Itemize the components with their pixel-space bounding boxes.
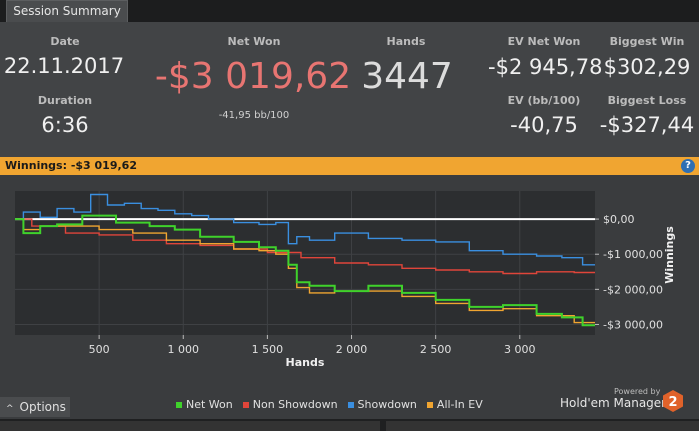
duration-label: Duration xyxy=(37,94,93,107)
hm2-logo-icon: 2 xyxy=(663,390,683,412)
legend-label: Non Showdown xyxy=(252,398,338,411)
date-label: Date xyxy=(50,35,80,48)
y-tick-label: $0,00 xyxy=(603,213,635,226)
date-value: 22.11.2017 xyxy=(3,54,125,78)
winnings-header-text: Winnings: -$3 019,62 xyxy=(5,159,137,172)
logo-number: 2 xyxy=(668,395,677,410)
x-axis-label: Hands xyxy=(286,356,325,369)
legend-label: All-In EV xyxy=(436,398,483,411)
biggest-loss-label: Biggest Loss xyxy=(607,94,687,107)
legend-swatch xyxy=(242,402,249,408)
y-axis-label: Winnings xyxy=(663,226,676,284)
legend-swatch xyxy=(426,402,433,408)
legend-swatch xyxy=(176,402,182,408)
legend-label: Net Won xyxy=(186,398,233,411)
x-tick-label: 500 xyxy=(89,343,110,356)
options-label: Options xyxy=(19,400,66,414)
winnings-header-bar: Winnings: -$3 019,62 ? xyxy=(0,157,699,175)
x-tick-label: 1 000 xyxy=(168,343,200,356)
tab-session-summary[interactable]: Session Summary xyxy=(6,0,128,22)
legend-item-non-showdown[interactable]: Non Showdown xyxy=(242,398,338,412)
bb-per-100-value: -41,95 bb/100 xyxy=(218,110,290,121)
y-tick-label: -$1 000,00 xyxy=(603,248,663,261)
hands-value: 3447 xyxy=(361,56,453,97)
chevron-up-icon: ^ xyxy=(6,404,14,414)
ev-bb-value: -40,75 xyxy=(510,113,578,137)
ev-net-won-label: EV Net Won xyxy=(507,35,581,48)
tab-bar: Session Summary xyxy=(0,0,699,22)
ev-net-won-value: -$2 945,78 xyxy=(488,55,603,79)
x-tick-label: 2 500 xyxy=(420,343,452,356)
winnings-chart-area: 500 1 000 1 500 2 000 2 500 3 000 $0,00 -$1 00… xyxy=(0,175,699,431)
series-line-net-won xyxy=(15,214,595,327)
ev-bb-label: EV (bb/100) xyxy=(507,94,581,107)
y-tick-label: -$2 000,00 xyxy=(603,283,663,296)
biggest-win-label: Biggest Win xyxy=(609,35,685,48)
plot-background xyxy=(15,191,595,335)
brand-name: Hold'em Manager xyxy=(560,396,667,410)
bottom-status-strip xyxy=(0,419,699,431)
net-won-value: -$3 019,62 xyxy=(154,56,352,97)
powered-by-text: Powered by xyxy=(614,387,661,396)
session-summary-panel: Date 22.11.2017 Duration 6:36 Net Won -$… xyxy=(0,22,699,157)
series-line-showdown xyxy=(15,193,595,266)
legend-item-all-in-ev[interactable]: All-In EV xyxy=(426,398,483,412)
series-line-non-showdown xyxy=(15,218,595,275)
x-tick-label: 1 500 xyxy=(252,343,284,356)
net-won-label: Net Won xyxy=(227,35,281,48)
legend-label: Showdown xyxy=(357,398,417,411)
legend-swatch xyxy=(347,402,354,408)
biggest-win-value: $302,29 xyxy=(603,55,691,79)
winnings-chart: 500 1 000 1 500 2 000 2 500 3 000 $0,00 -$1 00… xyxy=(15,191,676,369)
biggest-loss-value: -$327,44 xyxy=(599,113,695,137)
x-tick-label: 2 000 xyxy=(336,343,368,356)
x-tick-label: 3 000 xyxy=(504,343,536,356)
legend-item-showdown[interactable]: Showdown xyxy=(347,398,417,412)
legend-item-net-won[interactable]: Net Won xyxy=(176,398,233,412)
chart-legend: Net Won Non Showdown Showdown All-In EV xyxy=(176,398,483,412)
hands-label: Hands xyxy=(386,35,426,48)
options-button[interactable]: ^ Options xyxy=(0,397,70,417)
duration-value: 6:36 xyxy=(41,113,89,137)
y-tick-label: -$3 000,00 xyxy=(603,318,663,331)
help-icon[interactable]: ? xyxy=(681,159,695,173)
